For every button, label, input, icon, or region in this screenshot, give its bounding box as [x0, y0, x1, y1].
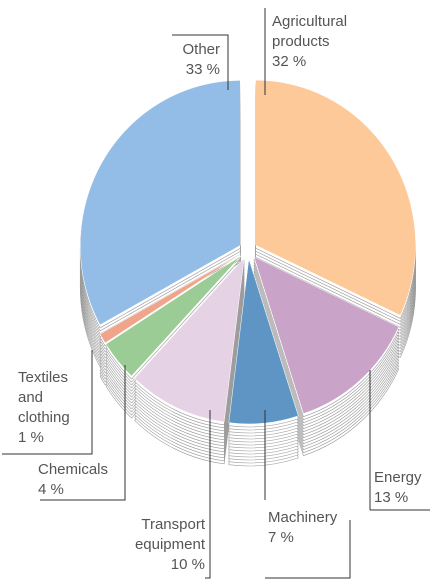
value-label: 33 %	[185, 61, 220, 78]
category-label: Chemicals	[38, 461, 109, 478]
slice-label: Transport equipment 10 %	[115, 515, 205, 575]
slice-label: Agricultural products 32 %	[272, 12, 372, 72]
slice	[80, 80, 241, 326]
value-label: 4 %	[38, 481, 64, 498]
slice	[134, 257, 245, 423]
slice-label: Machinery 7 %	[268, 508, 358, 548]
category-label: Textiles and clothing	[18, 369, 70, 426]
slice	[228, 258, 299, 425]
slice-label: Other 33 %	[120, 40, 220, 80]
slice	[253, 256, 400, 414]
category-label: Machinery	[268, 509, 338, 526]
slice	[99, 254, 241, 344]
category-label: Energy	[374, 469, 422, 486]
value-label: 32 %	[272, 53, 307, 70]
slice	[105, 255, 242, 377]
slice-label: Energy 13 %	[374, 468, 432, 508]
leader-lines	[2, 8, 430, 579]
category-label: Transport equipment	[134, 516, 205, 553]
value-label: 13 %	[374, 489, 409, 506]
slice-label: Textiles and clothing 1 %	[18, 368, 80, 448]
category-label: Agricultural products	[272, 13, 348, 50]
value-label: 10 %	[170, 556, 205, 573]
slice	[255, 79, 416, 316]
value-label: 1 %	[18, 429, 44, 446]
value-label: 7 %	[268, 529, 294, 546]
category-label: Other	[182, 41, 220, 58]
slice-label: Chemicals 4 %	[38, 460, 128, 500]
